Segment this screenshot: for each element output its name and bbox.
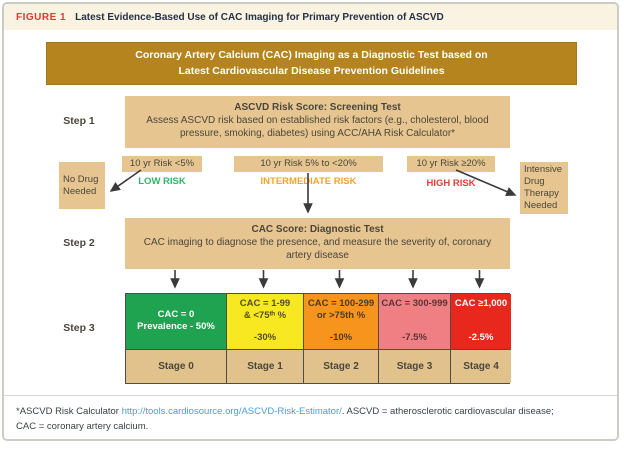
step1-box-body: Assess ASCVD risk based on established r… [146, 115, 489, 140]
stage0-label: Stage 0 [126, 349, 226, 383]
stage3-label: Stage 3 [378, 349, 450, 383]
cac-cell-stage1-line2: & <75ᵗʰ % [243, 309, 287, 321]
cac-cell-stage1-percent: -30% [253, 332, 277, 344]
figure-number-label: FIGURE 1 [16, 11, 67, 23]
intensive-drug-therapy-box: Intensive Drug Therapy Needed [520, 162, 568, 214]
figure-card: FIGURE 1 Latest Evidence-Based Use of CA… [2, 2, 619, 441]
cac-cell-stage4-line1: CAC ≥1,000 [454, 298, 508, 309]
low-risk-label: LOW RISK [138, 176, 186, 187]
high-risk-criterion-box: 10 yr Risk ≥20% [407, 156, 495, 172]
footnote-prefix: *ASCVD Risk Calculator [16, 406, 122, 417]
figure-header: FIGURE 1 Latest Evidence-Based Use of CA… [4, 4, 617, 30]
cac-cell-stage2: CAC = 100-299 or >75th % -10% [303, 294, 378, 349]
footnote-line2: CAC = coronary artery calcium. [16, 420, 149, 432]
cac-cell-stage2-line1: CAC = 100-299 [307, 298, 375, 309]
cac-cell-stage2-line2: or >75th % [316, 309, 366, 321]
no-drug-needed-text: No Drug Needed [63, 173, 99, 197]
step1-label: Step 1 [63, 115, 95, 127]
figure-footnote: *ASCVD Risk Calculator http://tools.card… [4, 395, 617, 439]
ascvd-risk-estimator-link[interactable]: http://tools.cardiosource.org/ASCVD-Risk… [121, 406, 342, 417]
step2-box: CAC Score: Diagnostic Test CAC imaging t… [125, 218, 510, 269]
footnote-suffix: . ASCVD = atherosclerotic cardiovascular… [341, 406, 554, 417]
no-drug-needed-box: No Drug Needed [59, 162, 105, 209]
stage2-label: Stage 2 [303, 349, 378, 383]
cac-cell-stage2-percent: -10% [329, 332, 353, 344]
stage1-label: Stage 1 [226, 349, 303, 383]
step2-box-body: CAC imaging to diagnose the presence, an… [143, 237, 492, 262]
step1-box-title: ASCVD Risk Score: Screening Test [234, 102, 401, 113]
cac-cell-stage3-line1: CAC = 300-999 [381, 298, 448, 309]
step3-label: Step 3 [63, 322, 95, 334]
cac-cell-stage0: CAC = 0 Prevalence - 50% [126, 294, 226, 349]
intermediate-risk-label: INTERMEDIATE RISK [260, 176, 357, 187]
cac-cell-stage3-percent: -7.5% [402, 332, 427, 344]
diagram-title-banner: Coronary Artery Calcium (CAC) Imaging as… [46, 42, 577, 85]
intermediate-risk-criterion-box: 10 yr Risk 5% to <20% [234, 156, 383, 172]
cac-cell-stage1: CAC = 1-99 & <75ᵗʰ % -30% [226, 294, 303, 349]
step2-box-title: CAC Score: Diagnostic Test [251, 224, 384, 235]
step1-box: ASCVD Risk Score: Screening Test Assess … [125, 96, 510, 148]
cac-score-table: CAC = 0 Prevalence - 50% CAC = 1-99 & <7… [125, 293, 511, 384]
figure-title: Latest Evidence-Based Use of CAC Imaging… [75, 11, 444, 23]
intensive-drug-therapy-text: Intensive Drug Therapy Needed [524, 164, 563, 211]
low-risk-criterion-box: 10 yr Risk <5% [122, 156, 202, 172]
banner-line-1: Coronary Artery Calcium (CAC) Imaging as… [135, 49, 488, 62]
step2-label: Step 2 [63, 237, 95, 249]
cac-cell-stage0-line1: CAC = 0 [157, 309, 195, 321]
banner-line-2: Latest Cardiovascular Disease Prevention… [178, 64, 445, 77]
high-risk-label: HIGH RISK [426, 178, 476, 189]
cac-cell-stage4-percent: -2.5% [468, 332, 494, 344]
cac-cell-stage3: CAC = 300-999 -7.5% [378, 294, 450, 349]
cac-cell-stage4: CAC ≥1,000 -2.5% [450, 294, 511, 349]
cac-cell-stage1-line1: CAC = 1-99 [239, 298, 291, 309]
stage4-label: Stage 4 [450, 349, 511, 383]
cac-cell-stage0-line2: Prevalence - 50% [137, 321, 215, 332]
